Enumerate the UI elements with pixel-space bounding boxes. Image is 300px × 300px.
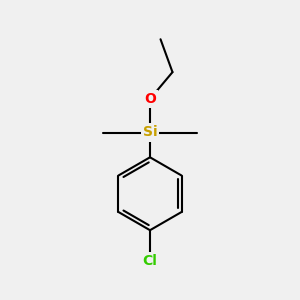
Text: O: O	[144, 92, 156, 106]
Text: Cl: Cl	[142, 254, 158, 268]
Text: Si: Si	[143, 125, 157, 140]
